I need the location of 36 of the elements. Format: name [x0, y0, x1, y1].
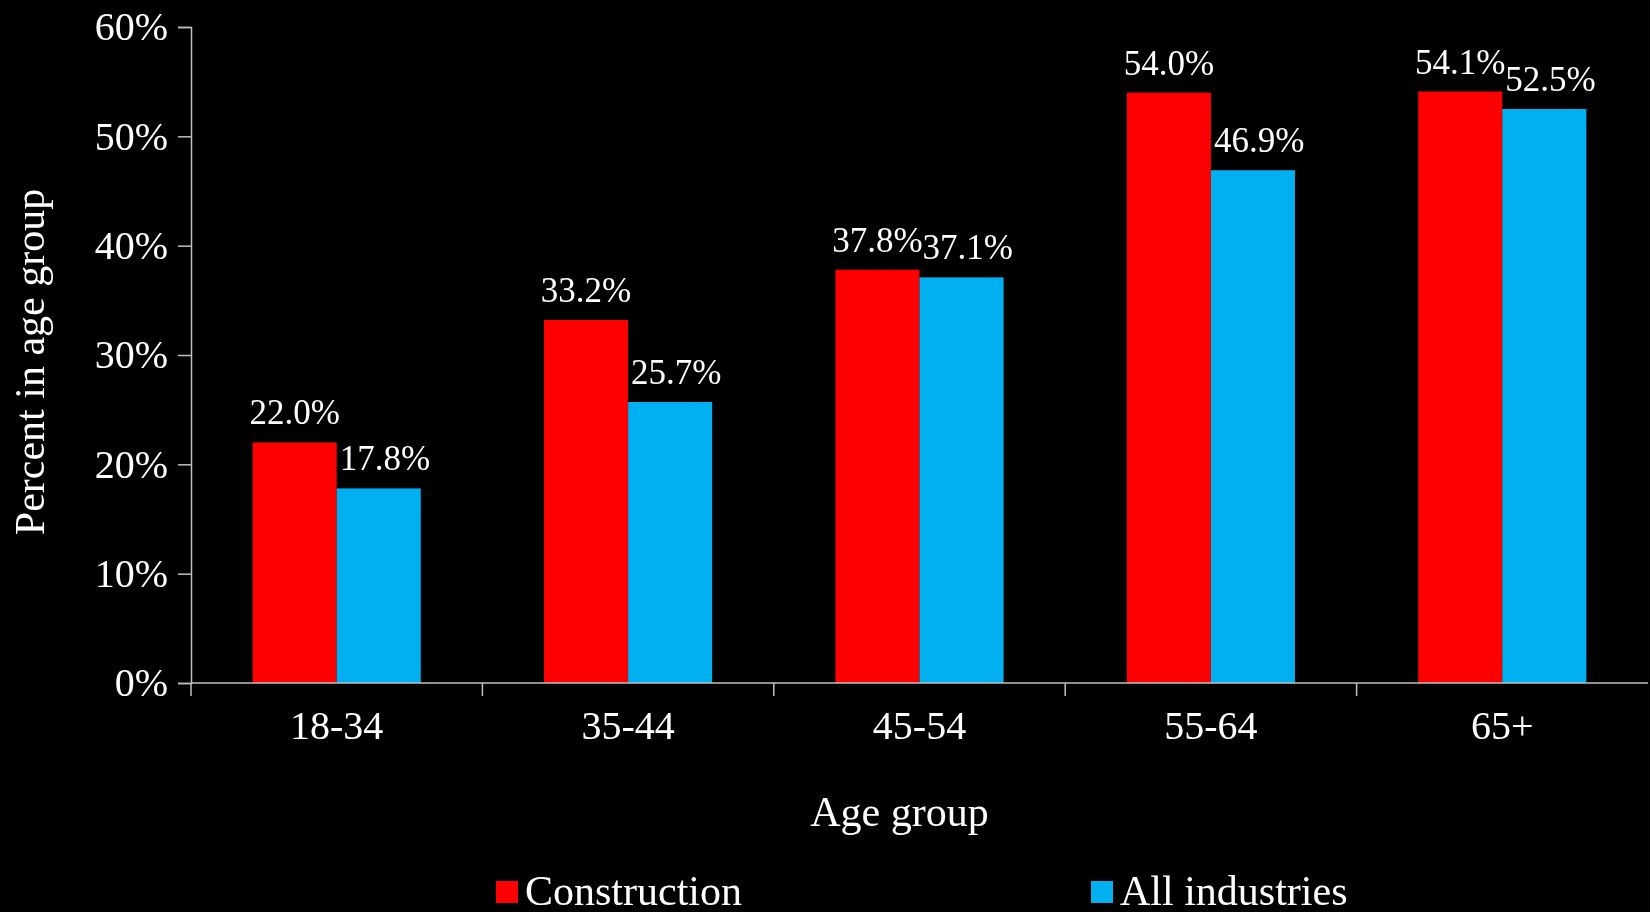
bar — [1418, 91, 1503, 683]
bar — [1210, 170, 1295, 683]
bar — [544, 320, 629, 683]
bar — [252, 442, 337, 683]
y-tick-label: 50% — [94, 113, 168, 159]
data-label: 25.7% — [631, 353, 722, 393]
y-tick-label: 20% — [94, 441, 168, 487]
bar — [1502, 109, 1587, 683]
x-tick-label: 18-34 — [290, 703, 384, 749]
x-axis-title: Age group — [810, 789, 989, 835]
bar — [628, 402, 713, 683]
y-tick-label: 30% — [94, 332, 168, 378]
legend-label: Construction — [525, 868, 742, 912]
bar — [336, 488, 421, 683]
x-tick-label: 35-44 — [581, 703, 675, 749]
bar — [919, 277, 1004, 683]
data-label: 33.2% — [540, 271, 632, 311]
y-axis-title: Percent in age group — [7, 188, 53, 536]
data-label: 22.0% — [249, 393, 340, 433]
data-label: 46.9% — [1213, 121, 1305, 161]
y-tick-label: 40% — [94, 222, 168, 268]
data-label: 52.5% — [1505, 60, 1596, 99]
data-label: 37.1% — [922, 228, 1013, 268]
x-tick-label: 55-64 — [1164, 703, 1258, 749]
y-tick-label: 10% — [94, 550, 168, 596]
data-label: 37.8% — [832, 220, 923, 260]
x-tick-label: 45-54 — [872, 703, 967, 749]
data-label: 17.8% — [339, 439, 431, 479]
y-tick-label: 0% — [114, 660, 168, 706]
bar — [835, 269, 920, 683]
data-label: 54.1% — [1415, 42, 1506, 82]
data-label: 54.0% — [1123, 43, 1215, 83]
bar — [1126, 92, 1211, 683]
legend-label: All industries — [1120, 868, 1348, 912]
x-tick-label: 65+ — [1471, 703, 1534, 749]
y-tick-label: 60% — [94, 4, 168, 50]
